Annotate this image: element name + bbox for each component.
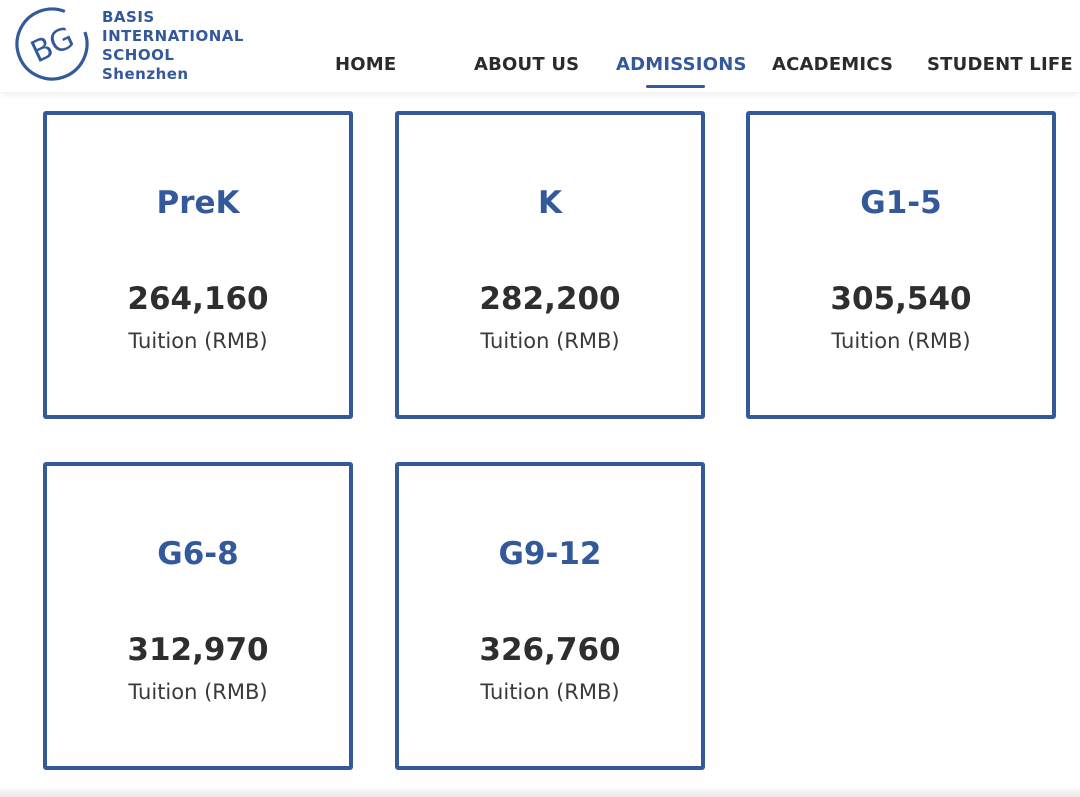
card-grade: G1-5 [860,185,942,221]
card-caption: Tuition (RMB) [831,329,971,353]
tuition-card-g9-12: G9-12 326,760 Tuition (RMB) [395,462,705,770]
nav-item-academics[interactable]: ACADEMICS [772,54,894,75]
card-amount: 282,200 [479,281,621,317]
nav-item-admissions[interactable]: ADMISSIONS [616,54,747,75]
active-nav-indicator [646,85,705,88]
main-nav: HOME ABOUT US ADMISSIONS ACADEMICS STUDE… [0,54,1080,90]
card-grade: K [537,185,563,221]
card-grade: G6-8 [157,536,239,572]
card-caption: Tuition (RMB) [480,680,620,704]
bottom-fade [0,786,1080,797]
school-logo-link[interactable]: BG BASIS INTERNATIONAL SCHOOL Shenzhen [14,6,274,86]
bg-logo-icon: BG [15,7,89,81]
card-amount: 326,760 [479,632,621,668]
school-name-line-1: BASIS [102,8,155,26]
school-name: BASIS INTERNATIONAL SCHOOL Shenzhen [102,8,244,84]
tuition-card-prek: PreK 264,160 Tuition (RMB) [43,111,353,419]
card-amount: 264,160 [127,281,269,317]
tuition-card-k: K 282,200 Tuition (RMB) [395,111,705,419]
nav-item-student-life[interactable]: STUDENT LIFE [927,54,1073,75]
nav-item-about-us[interactable]: ABOUT US [474,54,580,75]
card-amount: 312,970 [127,632,269,668]
site-header: BG BASIS INTERNATIONAL SCHOOL Shenzhen H… [0,0,1080,92]
tuition-card-g1-5: G1-5 305,540 Tuition (RMB) [746,111,1056,419]
nav-item-home[interactable]: HOME [335,54,397,75]
school-name-line-4: Shenzhen [102,65,189,83]
school-name-line-2: INTERNATIONAL [102,27,244,45]
card-amount: 305,540 [830,281,972,317]
card-caption: Tuition (RMB) [480,329,620,353]
card-caption: Tuition (RMB) [128,680,268,704]
card-caption: Tuition (RMB) [128,329,268,353]
card-grade: PreK [156,185,240,221]
card-grade: G9-12 [498,536,602,572]
tuition-card-g6-8: G6-8 312,970 Tuition (RMB) [43,462,353,770]
school-name-line-3: SCHOOL [102,46,175,64]
